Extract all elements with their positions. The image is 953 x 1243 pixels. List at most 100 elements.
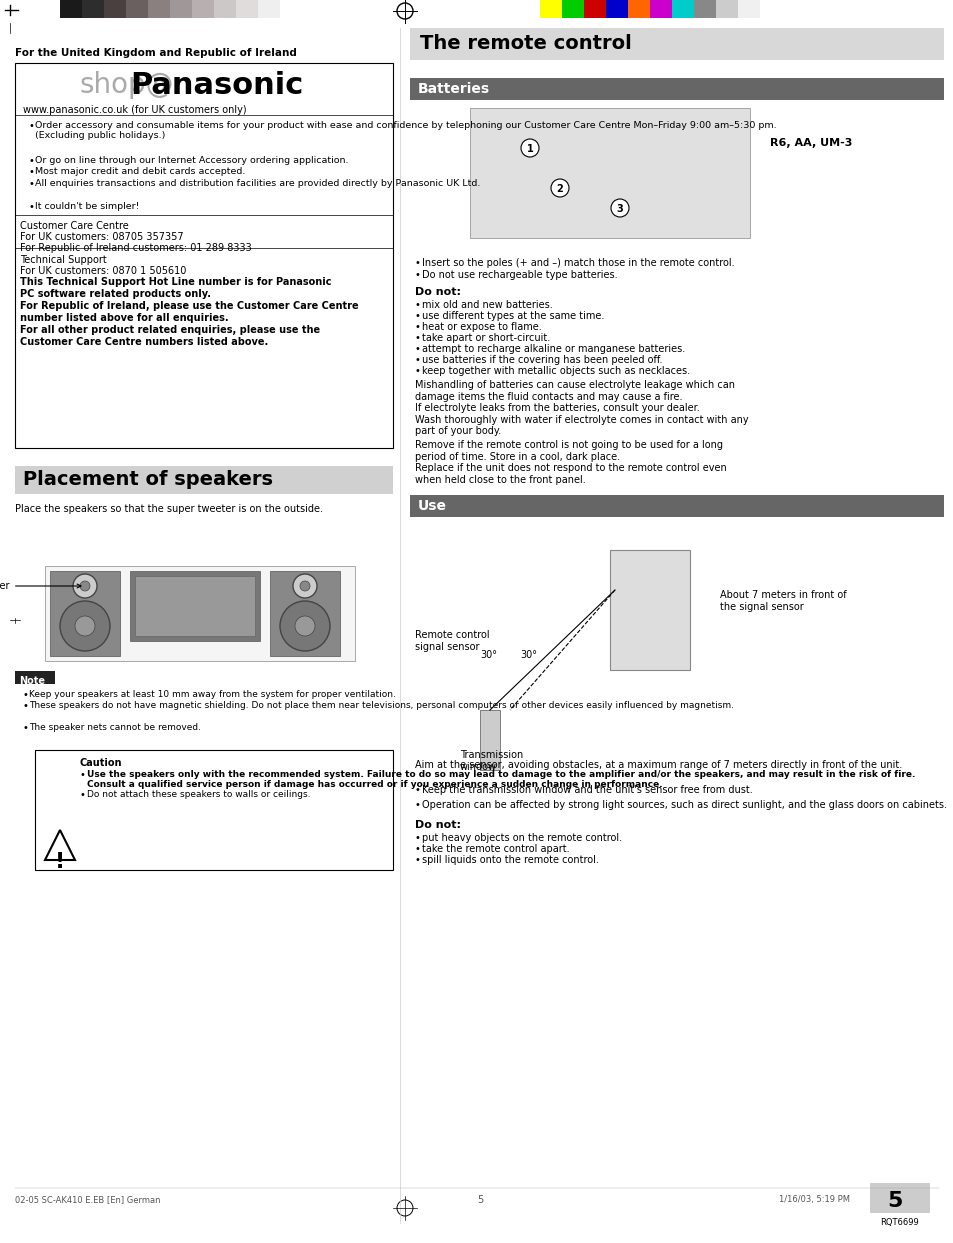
Text: •: • <box>415 855 420 865</box>
Circle shape <box>75 617 95 636</box>
Text: •: • <box>29 121 35 131</box>
Text: 1: 1 <box>526 144 533 154</box>
Text: •: • <box>415 322 420 332</box>
Bar <box>213 0 235 17</box>
Text: 5: 5 <box>476 1195 482 1204</box>
Bar <box>649 0 671 17</box>
Text: take the remote control apart.: take the remote control apart. <box>421 844 569 854</box>
Text: Super tweeter: Super tweeter <box>0 580 81 590</box>
Bar <box>148 0 170 17</box>
Bar <box>35 750 393 870</box>
Bar <box>130 571 260 641</box>
Text: •: • <box>80 791 86 800</box>
Text: attempt to recharge alkaline or manganese batteries.: attempt to recharge alkaline or manganes… <box>421 344 684 354</box>
Text: 3: 3 <box>616 204 622 214</box>
Text: •: • <box>23 723 29 733</box>
Polygon shape <box>45 830 75 860</box>
Text: Aim at the sensor, avoiding obstacles, at a maximum range of 7 meters directly i: Aim at the sensor, avoiding obstacles, a… <box>415 759 902 769</box>
Circle shape <box>280 602 330 651</box>
Text: Note: Note <box>19 676 45 686</box>
Text: !: ! <box>55 851 65 873</box>
Bar <box>15 671 55 684</box>
Bar <box>609 549 689 670</box>
Text: •: • <box>29 179 35 189</box>
Bar <box>583 0 605 17</box>
Text: Do not:: Do not: <box>415 287 460 297</box>
Bar <box>104 0 126 17</box>
Text: Or go on line through our Internet Accessory ordering application.: Or go on line through our Internet Acces… <box>35 155 348 164</box>
Text: use different types at the same time.: use different types at the same time. <box>421 311 604 321</box>
Text: •: • <box>29 167 35 177</box>
Text: •: • <box>415 259 420 268</box>
Text: Mishandling of batteries can cause electrolyte leakage which can
damage items th: Mishandling of batteries can cause elect… <box>415 380 748 436</box>
Text: •: • <box>415 800 420 810</box>
Text: Use the speakers only with the recommended system. Failure to do so may lead to : Use the speakers only with the recommend… <box>87 769 915 789</box>
Text: For Republic of Ireland, please use the Customer Care Centre
number listed above: For Republic of Ireland, please use the … <box>20 301 358 323</box>
Text: put heavy objects on the remote control.: put heavy objects on the remote control. <box>421 833 621 843</box>
Text: take apart or short-circuit.: take apart or short-circuit. <box>421 333 550 343</box>
Text: •: • <box>415 344 420 354</box>
Bar <box>410 495 943 517</box>
Text: Remove if the remote control is not going to be used for a long
period of time. : Remove if the remote control is not goin… <box>415 440 726 485</box>
Bar <box>693 0 716 17</box>
Text: •: • <box>415 833 420 843</box>
Bar <box>270 571 339 656</box>
Text: •: • <box>415 365 420 375</box>
Text: Place the speakers so that the super tweeter is on the outside.: Place the speakers so that the super twe… <box>15 503 323 515</box>
Bar <box>561 0 583 17</box>
Text: •: • <box>415 333 420 343</box>
Bar <box>671 0 693 17</box>
Text: Customer Care Centre: Customer Care Centre <box>20 221 129 231</box>
Text: •: • <box>29 155 35 165</box>
Bar <box>869 1183 929 1213</box>
Bar <box>126 0 148 17</box>
Bar <box>470 108 749 237</box>
Text: Order accessory and consumable items for your product with ease and confidence b: Order accessory and consumable items for… <box>35 121 776 140</box>
Bar <box>15 466 393 493</box>
Text: •: • <box>415 270 420 280</box>
Text: •: • <box>415 311 420 321</box>
Text: 30°: 30° <box>479 650 497 660</box>
Text: Placement of speakers: Placement of speakers <box>23 470 273 488</box>
Text: 2: 2 <box>556 184 563 194</box>
Text: Transmission
window: Transmission window <box>459 750 522 772</box>
Circle shape <box>60 602 110 651</box>
Text: keep together with metallic objects such as necklaces.: keep together with metallic objects such… <box>421 365 689 375</box>
Text: •: • <box>23 701 29 711</box>
Text: •: • <box>80 769 86 781</box>
Text: For Republic of Ireland customers: 01 289 8333: For Republic of Ireland customers: 01 28… <box>20 242 252 254</box>
Text: For UK customers: 0870 1 505610: For UK customers: 0870 1 505610 <box>20 266 186 276</box>
Circle shape <box>520 139 538 157</box>
Text: The speaker nets cannot be removed.: The speaker nets cannot be removed. <box>29 723 201 732</box>
Bar <box>257 0 280 17</box>
Text: All enquiries transactions and distribution facilities are provided directly by : All enquiries transactions and distribut… <box>35 179 480 188</box>
Bar <box>479 710 499 769</box>
Bar <box>192 0 213 17</box>
Bar <box>716 0 738 17</box>
Text: use batteries if the covering has been peeled off.: use batteries if the covering has been p… <box>421 355 661 365</box>
Text: •: • <box>415 786 420 796</box>
Bar <box>605 0 627 17</box>
Circle shape <box>294 617 314 636</box>
Text: •: • <box>23 690 29 700</box>
Text: This Technical Support Hot Line number is for Panasonic
PC software related prod: This Technical Support Hot Line number i… <box>20 277 331 298</box>
Circle shape <box>73 574 97 598</box>
Text: It couldn't be simpler!: It couldn't be simpler! <box>35 201 139 210</box>
Text: www.panasonic.co.uk (for UK customers only): www.panasonic.co.uk (for UK customers on… <box>23 104 247 116</box>
Text: For all other product related enquiries, please use the
Customer Care Centre num: For all other product related enquiries,… <box>20 324 320 347</box>
Text: •: • <box>415 355 420 365</box>
Text: heat or expose to flame.: heat or expose to flame. <box>421 322 541 332</box>
Text: Do not attach these speakers to walls or ceilings.: Do not attach these speakers to walls or… <box>87 791 310 799</box>
Text: Keep the transmission window and the unit's sensor free from dust.: Keep the transmission window and the uni… <box>421 786 752 796</box>
Text: Most major credit and debit cards accepted.: Most major credit and debit cards accept… <box>35 167 245 177</box>
Text: mix old and new batteries.: mix old and new batteries. <box>421 300 552 310</box>
Circle shape <box>610 199 628 218</box>
Circle shape <box>299 580 310 590</box>
Text: •: • <box>29 201 35 211</box>
Bar <box>235 0 257 17</box>
Text: 5: 5 <box>886 1191 902 1211</box>
Text: Technical Support: Technical Support <box>20 255 107 265</box>
Bar <box>410 78 943 99</box>
Text: 02-05 SC-AK410 E.EB [En] German: 02-05 SC-AK410 E.EB [En] German <box>15 1195 160 1204</box>
Text: spill liquids onto the remote control.: spill liquids onto the remote control. <box>421 855 598 865</box>
